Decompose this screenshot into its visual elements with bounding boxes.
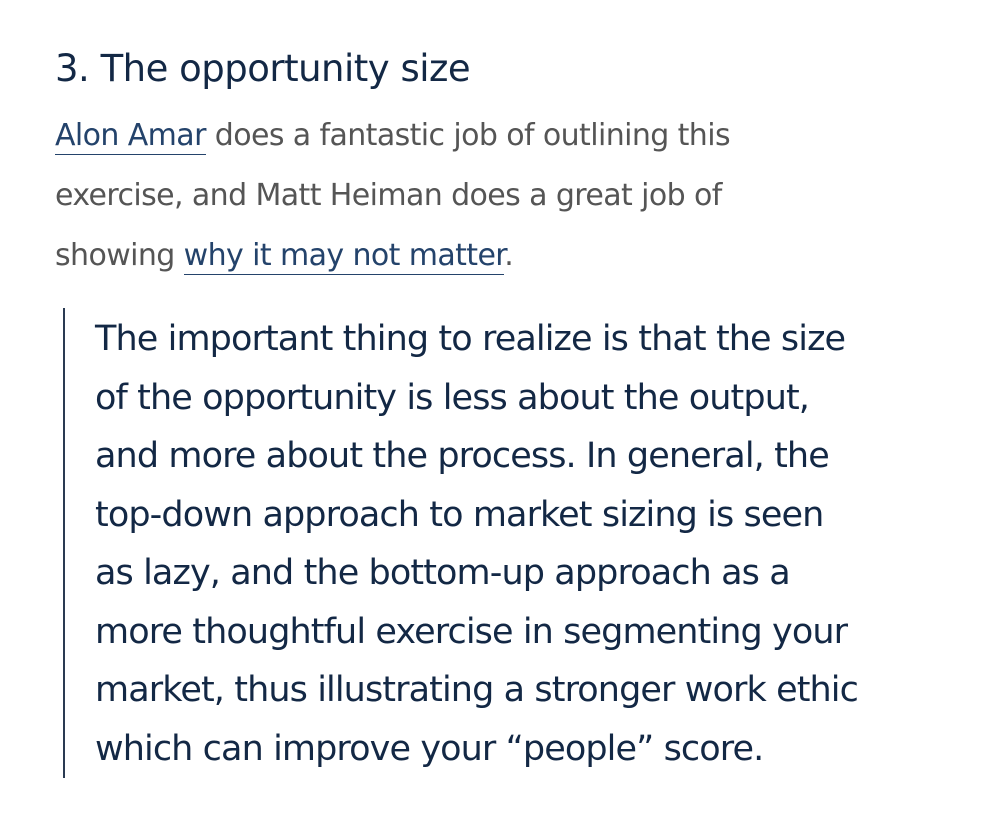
quote-line: top-down approach to market sizing is se… [95, 494, 824, 535]
quote-text: The important thing to realize is that t… [95, 310, 975, 778]
pull-quote: The important thing to realize is that t… [63, 308, 975, 778]
quote-line: market, thus illustrating a stronger wor… [95, 670, 859, 710]
alon-amar-link[interactable]: Alon Amar [55, 118, 206, 155]
intro-text-1: does a fantastic job of outlining this e… [55, 118, 731, 273]
quote-line: which can improve your “people” score. [95, 728, 764, 769]
quote-line: more thoughtful exercise in segmenting y… [95, 611, 848, 652]
section-heading: 3. The opportunity size [55, 47, 471, 90]
why-it-may-not-matter-link[interactable]: why it may not matter [183, 238, 505, 275]
quote-line: as lazy, and the bottom-up approach as a [95, 553, 791, 593]
quote-line: The important thing to realize is that t… [95, 319, 846, 359]
quote-line: of the opportunity is less about the out… [95, 377, 810, 418]
article: 3. The opportunity size Alon Amar does a… [55, 38, 975, 778]
intro-paragraph: Alon Amar does a fantastic job of outlin… [55, 106, 795, 286]
intro-text-2: . [504, 238, 514, 273]
quote-line: and more about the process. In general, … [95, 436, 830, 476]
